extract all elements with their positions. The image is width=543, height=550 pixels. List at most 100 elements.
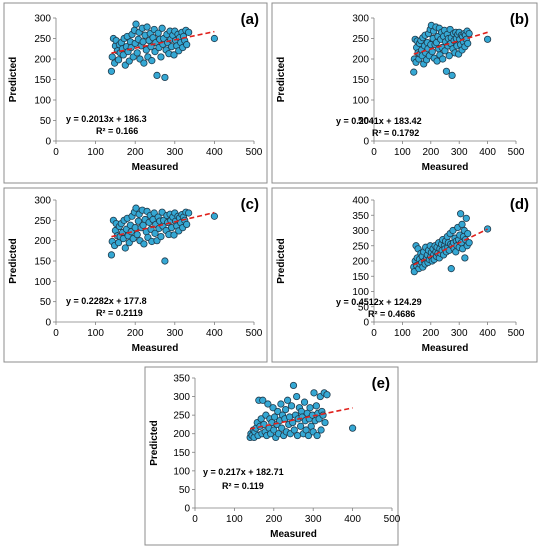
data-point <box>185 209 193 217</box>
r-squared-label: R² = 0.119 <box>222 481 264 491</box>
data-point <box>465 29 473 38</box>
y-tick-label: 50 <box>358 302 370 313</box>
data-point <box>259 396 267 404</box>
y-tick-label: 200 <box>34 236 51 247</box>
x-axis-title: Measured <box>132 343 179 354</box>
data-point <box>313 431 321 440</box>
regression-equation: y = 0.2013x + 186.3 <box>66 114 147 124</box>
y-tick-label: 400 <box>352 196 369 207</box>
regression-equation: y = 0.217x + 182.71 <box>203 467 284 477</box>
data-point <box>121 244 129 252</box>
data-point <box>439 55 447 63</box>
y-tick-label: 0 <box>363 318 369 329</box>
data-point <box>277 400 285 408</box>
x-tick-label: 500 <box>508 328 525 339</box>
data-point <box>170 231 178 239</box>
x-tick-label: 100 <box>394 328 411 339</box>
regression-equation: y = 0.4512x + 124.29 <box>336 297 422 307</box>
r-squared-label: R² = 0.4686 <box>368 309 415 319</box>
data-point <box>293 431 302 440</box>
data-point <box>293 392 301 401</box>
y-tick-label: 150 <box>173 448 190 459</box>
data-point <box>300 398 309 406</box>
data-point <box>296 422 305 430</box>
y-tick-label: 0 <box>45 137 51 148</box>
data-point <box>170 51 178 59</box>
y-axis-title: Predicted <box>8 57 19 103</box>
panel-label: (a) <box>241 11 259 28</box>
x-tick-label: 500 <box>508 147 525 158</box>
y-tick-label: 250 <box>352 34 369 45</box>
panel-frame <box>144 366 399 546</box>
trend-line <box>413 228 488 266</box>
data-point <box>157 53 165 61</box>
y-axis-title: Predicted <box>149 420 160 466</box>
data-point <box>161 257 169 265</box>
data-point <box>153 71 161 80</box>
panel-label: (b) <box>510 11 529 28</box>
data-point <box>464 39 472 48</box>
data-point <box>158 24 166 32</box>
x-tick-label: 400 <box>206 328 223 339</box>
panel-label: (e) <box>372 375 390 392</box>
x-tick-label: 0 <box>371 147 377 158</box>
panel-frame <box>271 2 538 184</box>
x-tick-label: 300 <box>451 328 468 339</box>
x-tick-label: 300 <box>451 147 468 158</box>
x-tick-label: 0 <box>192 514 198 525</box>
y-tick-label: 100 <box>173 466 190 477</box>
chart-panel: 0 50 100 150 200 250 300 350 400 0 100 200 300 400 500… <box>271 187 538 363</box>
x-tick-label: 500 <box>384 514 401 525</box>
regression-equation: y = 0.2041x + 183.42 <box>336 116 422 126</box>
y-tick-label: 150 <box>352 272 369 283</box>
trend-line <box>111 211 215 238</box>
y-tick-label: 200 <box>34 55 51 66</box>
data-point <box>483 225 492 233</box>
y-tick-label: 100 <box>34 277 51 288</box>
y-tick-label: 50 <box>40 297 52 308</box>
data-point <box>304 431 313 440</box>
data-point <box>133 230 141 239</box>
y-tick-label: 250 <box>34 216 51 227</box>
y-tick-label: 150 <box>352 75 369 86</box>
data-point <box>447 265 455 273</box>
chart-panel: 0 50 100 150 200 250 300 0 100 200 300 400 500 Measur… <box>271 2 538 184</box>
data-point <box>140 59 148 67</box>
x-tick-label: 100 <box>226 514 243 525</box>
x-tick-label: 200 <box>127 147 144 158</box>
chart-panel: 0 50 100 150 200 250 300 350 0 100 200 300 400 500 Mea… <box>144 366 401 546</box>
data-point <box>290 426 298 434</box>
y-tick-label: 200 <box>352 55 369 66</box>
x-tick-label: 400 <box>479 328 496 339</box>
data-point <box>461 254 469 262</box>
data-point <box>183 220 191 228</box>
data-point <box>264 400 272 408</box>
y-tick-label: 100 <box>352 96 369 107</box>
y-tick-label: 0 <box>184 504 190 515</box>
y-tick-label: 200 <box>173 429 190 440</box>
y-axis-title: Predicted <box>8 238 19 284</box>
data-point <box>210 212 218 220</box>
y-tick-label: 250 <box>173 411 190 422</box>
y-tick-label: 300 <box>352 226 369 237</box>
data-point <box>448 71 456 80</box>
panel-label: (c) <box>241 196 259 213</box>
y-axis-title: Predicted <box>276 238 287 284</box>
data-point <box>310 389 318 397</box>
y-tick-label: 100 <box>34 96 51 107</box>
x-tick-label: 300 <box>166 328 183 339</box>
y-tick-label: 300 <box>34 196 51 207</box>
data-point <box>183 41 191 49</box>
data-point <box>132 204 140 212</box>
chart-panel: 0 50 100 150 200 250 300 0 100 200 300 400 500 Measur… <box>3 187 268 363</box>
trend-line <box>111 30 215 54</box>
trend-line <box>413 31 488 55</box>
x-tick-label: 400 <box>344 514 361 525</box>
x-tick-label: 400 <box>479 147 496 158</box>
regression-equation: y = 0.2282x + 177.8 <box>66 296 147 306</box>
data-point <box>107 251 116 259</box>
data-point <box>157 233 165 241</box>
data-point <box>140 240 148 248</box>
y-tick-label: 150 <box>34 75 51 86</box>
data-point <box>483 35 492 43</box>
